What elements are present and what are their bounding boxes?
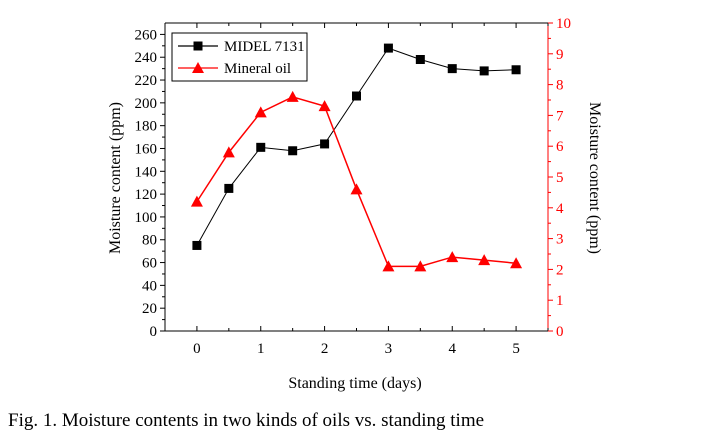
data-point [447,64,457,74]
y-left-tick-label: 60 [142,256,157,272]
y-left-tick-label: 220 [135,73,158,89]
legend-label: MIDEL 7131 [224,39,305,55]
data-point [479,66,489,76]
y-right-tick-label: 6 [556,139,564,155]
x-tick-label: 1 [257,341,265,357]
data-point [256,142,266,152]
y-right-tick-label: 9 [556,47,564,63]
y-left-tick-label: 20 [142,301,157,317]
data-point [352,91,361,101]
legend-label: Mineral oil [224,61,291,77]
y-left-tick-label: 0 [150,324,158,340]
data-point [224,183,234,193]
data-point [382,260,395,272]
data-point [350,183,363,195]
y-right-tick-label: 7 [556,108,564,124]
y-axis-label-right: Moisture content (ppm) [586,102,603,254]
data-point [192,240,202,250]
data-point [511,65,521,75]
y-axis-left: 0 20 40 60 80 100 120 140 160 180 200 220 240 260 [135,27,165,340]
y-right-tick-label: 8 [556,78,564,94]
x-tick-label: 2 [321,341,329,357]
y-right-tick-label: 2 [556,262,564,278]
legend: MIDEL 7131 Mineral oil [171,32,308,82]
y-right-tick-label: 1 [556,293,564,309]
data-point [446,251,459,263]
x-axis: 0 1 2 3 4 5 [164,23,549,357]
data-point [478,254,491,266]
y-left-tick-label: 200 [135,96,158,112]
y-axis-label-left: Moisture content (ppm) [107,102,124,254]
data-point [318,100,331,112]
x-tick-label: 0 [193,341,201,357]
x-tick-label: 3 [385,341,393,357]
y-left-tick-label: 80 [142,233,157,249]
x-tick-label: 4 [449,341,457,357]
y-left-tick-label: 180 [135,119,158,135]
y-left-tick-label: 160 [135,141,158,157]
x-axis-label: Standing time (days) [288,375,421,392]
data-point [415,55,425,65]
y-left-tick-label: 240 [135,50,158,66]
data-point [510,257,523,269]
y-left-tick-label: 260 [135,27,158,43]
data-point [222,146,235,158]
data-point [383,43,393,53]
data-point [414,260,427,272]
legend-marker [192,62,204,73]
y-left-tick-label: 120 [135,187,158,203]
series-layer [190,43,523,272]
y-left-tick-label: 140 [135,164,158,180]
data-point [320,139,330,149]
legend-marker [193,41,203,51]
series-1 [192,43,521,250]
y-right-tick-label: 3 [556,232,564,248]
series-line [196,96,517,268]
y-axis-right: 0 1 2 3 4 5 6 7 8 9 10 [548,16,571,340]
y-right-tick-label: 4 [556,201,564,217]
figure-caption: Fig. 1. Moisture contents in two kinds o… [8,410,485,431]
y-right-tick-label: 10 [556,16,571,32]
x-tick-label: 5 [512,341,520,357]
series-2 [190,90,523,272]
data-point [288,146,298,156]
y-left-tick-label: 40 [142,278,157,294]
y-right-tick-label: 0 [556,324,564,340]
y-left-tick-label: 100 [135,210,158,226]
data-point [190,195,203,207]
data-point [286,90,299,102]
y-right-tick-label: 5 [556,170,564,186]
data-point [254,106,267,118]
